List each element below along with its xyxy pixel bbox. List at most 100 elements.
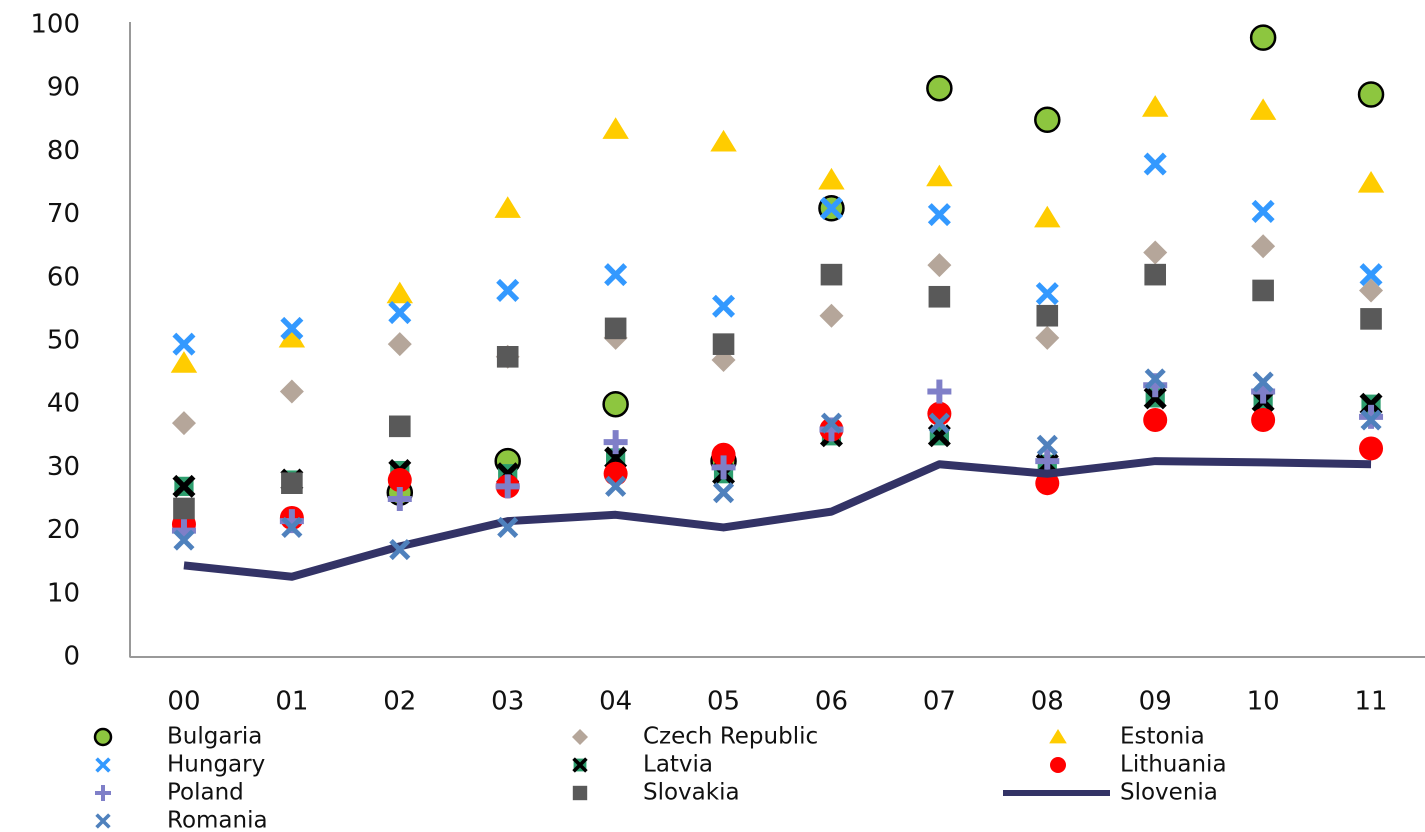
marker-part: [1357, 81, 1385, 108]
marker: [1035, 325, 1060, 350]
marker-part: [712, 333, 735, 355]
marker: [171, 411, 196, 436]
marker-part: [604, 317, 627, 340]
marker-part: [1359, 436, 1384, 461]
marker-part: [602, 117, 629, 139]
marker: [603, 430, 628, 455]
marker: [928, 285, 951, 308]
marker-part: [572, 785, 588, 801]
marker-part: [819, 303, 844, 328]
marker-part: [1036, 304, 1059, 327]
marker: [281, 516, 303, 538]
marker: [602, 390, 629, 418]
marker-part: [95, 813, 111, 829]
marker-part: [173, 497, 195, 520]
marker-part: [1144, 263, 1167, 286]
marker-part: [1251, 408, 1276, 432]
marker-part: [820, 263, 843, 286]
marker-part: [819, 196, 843, 220]
legend-label: Hungary: [167, 752, 265, 778]
marker: [1035, 449, 1060, 474]
y-tick-label: 80: [47, 136, 80, 166]
marker-part: [280, 316, 304, 340]
marker: [1035, 282, 1059, 306]
marker-part: [926, 164, 953, 187]
marker: [1144, 263, 1167, 286]
marker-part: [603, 461, 628, 486]
marker: [1251, 199, 1275, 223]
marker-part: [605, 475, 627, 497]
marker: [170, 351, 198, 373]
marker-part: [281, 516, 303, 538]
marker-part: [1036, 434, 1058, 456]
marker: [820, 412, 843, 434]
marker: [1143, 408, 1168, 432]
marker: [572, 785, 588, 801]
marker-part: [1359, 263, 1383, 287]
marker-part: [1142, 95, 1169, 117]
marker: [1359, 436, 1384, 461]
marker: [172, 474, 196, 498]
marker-part: [1035, 325, 1060, 350]
x-tick-label: 06: [815, 687, 848, 717]
marker-part: [173, 529, 195, 551]
marker: [711, 442, 736, 467]
y-tick-label: 70: [47, 199, 80, 229]
marker-part: [710, 129, 737, 152]
marker: [172, 332, 196, 356]
marker: [496, 346, 519, 368]
marker-part: [1049, 729, 1067, 744]
legend-label: Poland: [167, 780, 244, 806]
legend-label: Latvia: [643, 752, 713, 778]
marker-part: [1249, 24, 1277, 51]
marker-part: [712, 482, 735, 504]
marker: [387, 468, 412, 493]
marker-part: [387, 332, 412, 357]
marker: [927, 253, 952, 278]
x-tick-label: 05: [707, 687, 740, 717]
marker-part: [1050, 757, 1066, 773]
legend-label: Bulgaria: [167, 724, 262, 750]
marker: [1357, 81, 1385, 108]
y-tick-label: 10: [47, 578, 80, 608]
marker: [1144, 368, 1166, 390]
marker-part: [1357, 171, 1385, 193]
marker: [279, 379, 304, 404]
marker: [95, 813, 111, 829]
marker-part: [927, 203, 951, 227]
x-tick-label: 02: [383, 687, 416, 717]
marker-part: [1360, 308, 1382, 330]
legend-label: Romania: [167, 808, 268, 832]
marker-part: [1035, 282, 1059, 306]
marker-part: [928, 412, 950, 434]
legend-label: Slovakia: [643, 780, 740, 806]
y-tick-label: 60: [47, 262, 80, 292]
x-tick-label: 07: [923, 687, 956, 717]
marker: [1036, 304, 1059, 327]
marker: [712, 333, 735, 355]
marker: [604, 317, 627, 340]
marker: [1249, 24, 1277, 51]
marker: [495, 474, 520, 499]
marker-part: [1252, 371, 1274, 393]
marker-part: [388, 415, 411, 438]
line: [183, 457, 1372, 581]
marker-part: [711, 442, 736, 467]
marker: [1357, 171, 1385, 193]
legend-label: Estonia: [1120, 724, 1205, 750]
marker-part: [93, 727, 113, 747]
marker-part: [927, 253, 952, 278]
y-tick-label: 0: [63, 642, 80, 672]
marker: [95, 785, 111, 801]
marker-part: [1034, 106, 1061, 134]
marker-part: [497, 516, 519, 538]
marker-part: [1249, 98, 1277, 120]
marker-part: [820, 412, 843, 434]
marker: [1252, 279, 1274, 302]
marker: [927, 203, 951, 227]
marker-part: [95, 757, 111, 773]
x-tick-label: 11: [1354, 687, 1387, 717]
marker-part: [1251, 234, 1276, 259]
marker: [280, 316, 304, 340]
marker: [818, 167, 845, 190]
